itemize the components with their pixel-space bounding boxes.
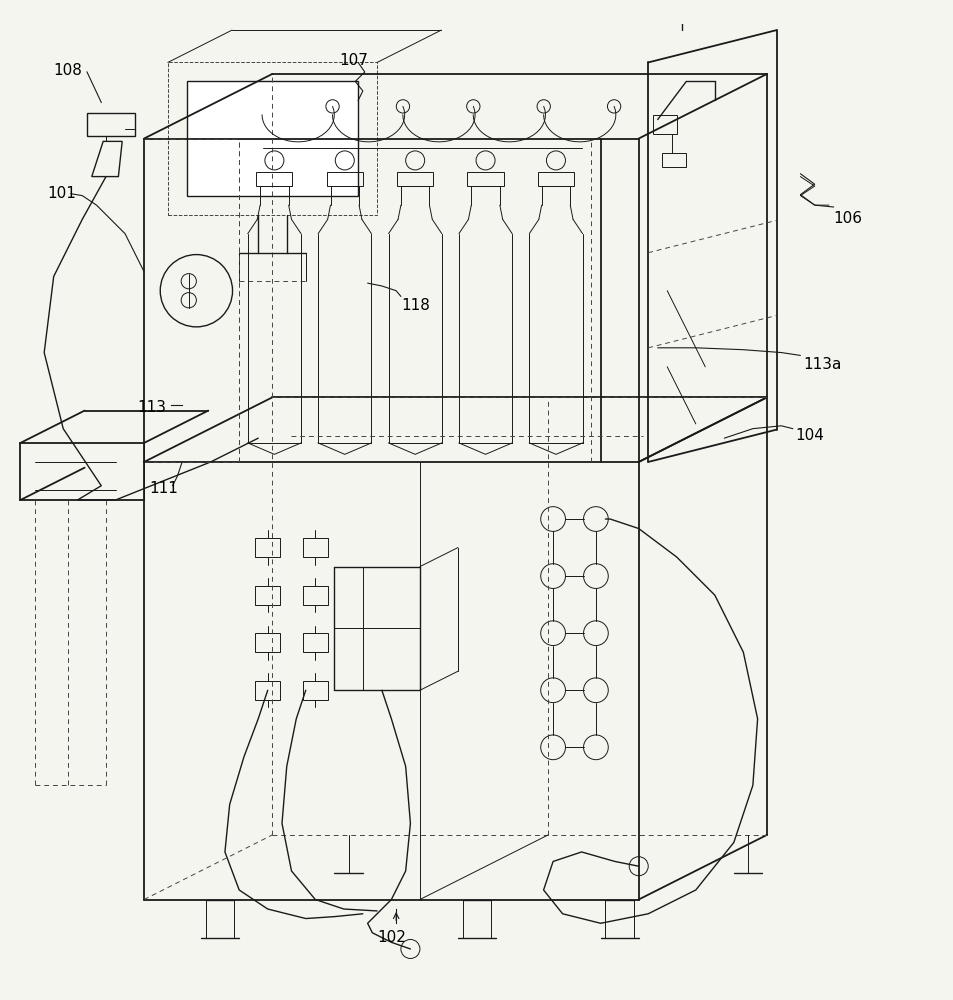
Bar bbox=[255, 538, 280, 557]
Bar bbox=[256, 172, 293, 186]
Bar bbox=[168, 62, 376, 215]
Bar bbox=[255, 681, 280, 700]
Text: 113a: 113a bbox=[802, 357, 841, 372]
Bar bbox=[303, 538, 327, 557]
Bar bbox=[326, 172, 362, 186]
Bar bbox=[303, 681, 327, 700]
Bar bbox=[661, 153, 685, 167]
Bar bbox=[255, 586, 280, 605]
Bar bbox=[255, 633, 280, 652]
Text: 104: 104 bbox=[795, 428, 823, 443]
Bar bbox=[87, 113, 134, 136]
Bar bbox=[303, 633, 327, 652]
Bar bbox=[187, 81, 357, 196]
Bar bbox=[303, 586, 327, 605]
Text: 102: 102 bbox=[376, 930, 406, 945]
Text: 108: 108 bbox=[53, 63, 83, 78]
Text: 113: 113 bbox=[137, 400, 166, 415]
Text: 107: 107 bbox=[338, 53, 368, 68]
Bar bbox=[396, 172, 433, 186]
Text: 111: 111 bbox=[149, 481, 177, 496]
Bar bbox=[467, 172, 503, 186]
Bar bbox=[537, 172, 574, 186]
Text: 106: 106 bbox=[833, 211, 862, 226]
Bar bbox=[652, 115, 676, 134]
Text: 118: 118 bbox=[400, 298, 430, 313]
Text: 101: 101 bbox=[47, 186, 76, 201]
